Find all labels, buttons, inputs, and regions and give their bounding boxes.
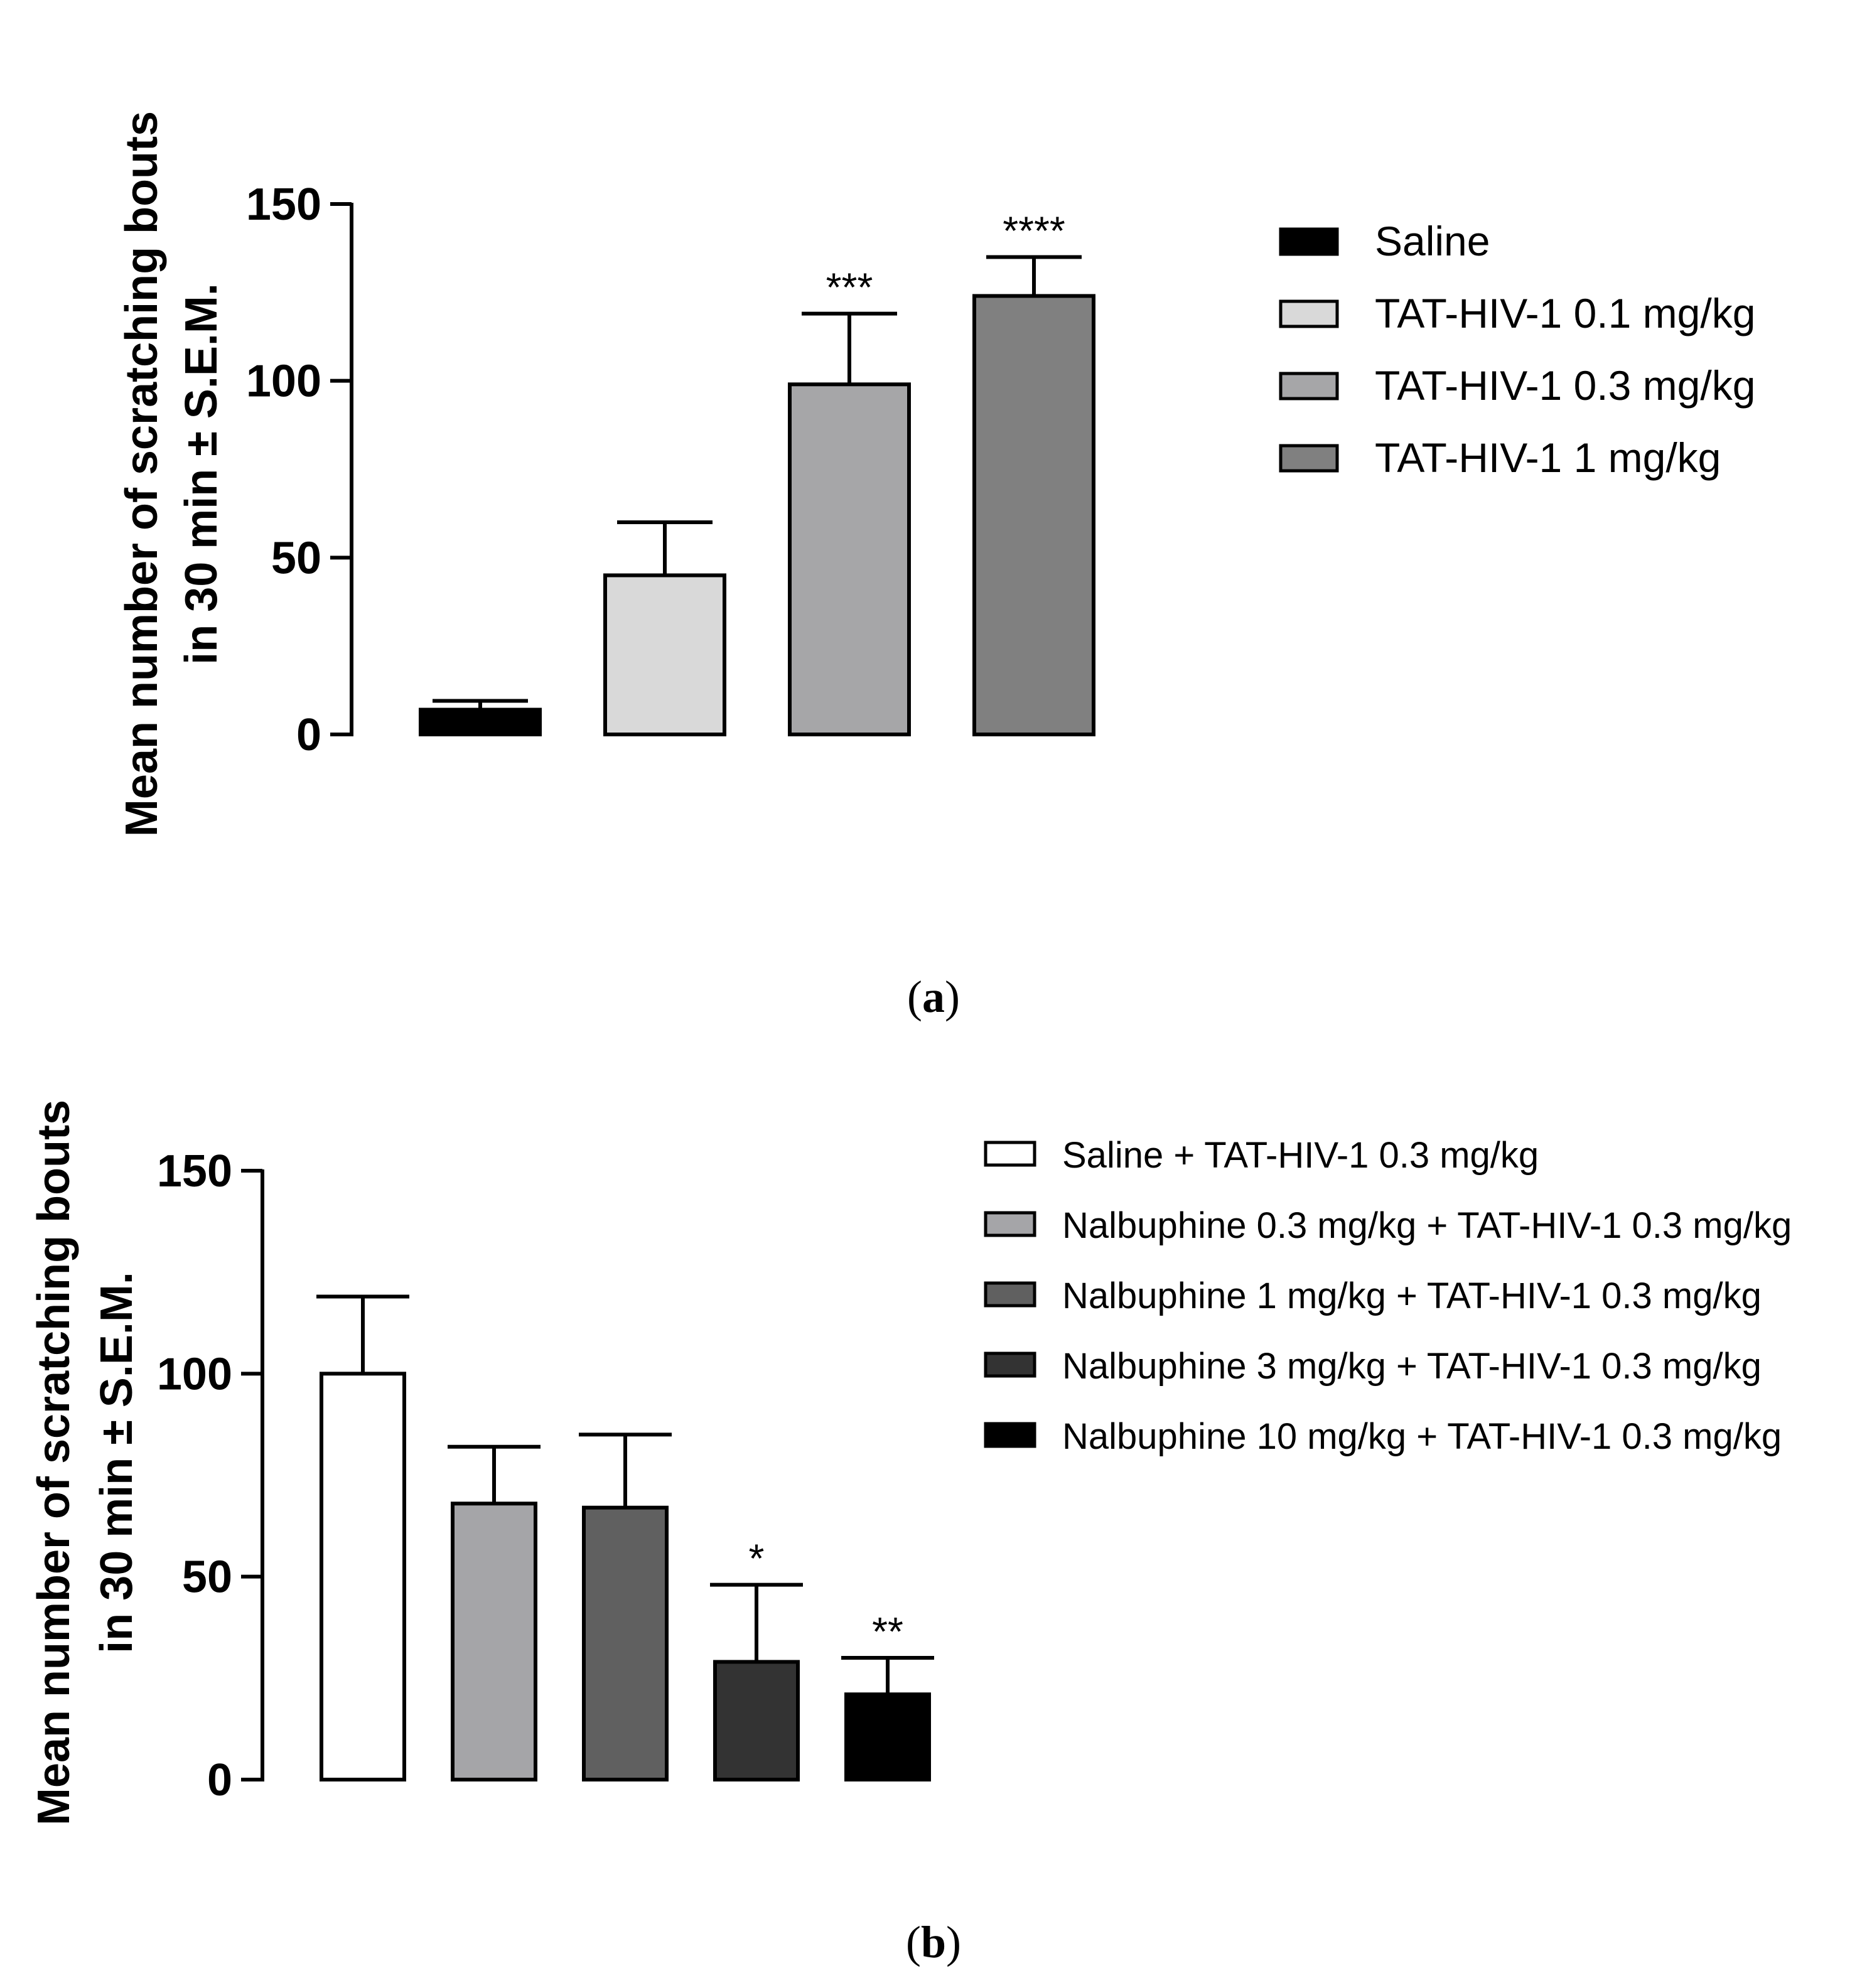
panel-a-legend-swatch <box>1279 372 1339 400</box>
panel-a-legend: Saline TAT-HIV-1 0.1 mg/kg TAT-HIV-1 0.3 m… <box>1279 218 1755 481</box>
panel-b-bar <box>713 1660 800 1781</box>
panel-a-bar <box>972 294 1095 736</box>
panel-b-bar <box>582 1505 669 1782</box>
panel-a-legend-swatch <box>1279 444 1339 473</box>
panel-a-bars: ******* <box>419 208 1095 736</box>
panel-b-chart: Mean number of scratching bouts in 30 mi… <box>29 1100 1792 1967</box>
panel-a-legend-swatch <box>1279 227 1339 256</box>
panel-a-significance-label: *** <box>826 265 873 310</box>
panel-a-legend-label: TAT-HIV-1 0.1 mg/kg <box>1375 290 1755 336</box>
panel-b-y-tick-label: 50 <box>182 1552 232 1603</box>
panel-a-bar <box>788 382 911 736</box>
panel-b-y-tick-label: 100 <box>157 1349 232 1399</box>
panel-a-ylabel-line2: in 30 min ± S.E.M. <box>176 283 227 665</box>
panel-a-y-tick-label: 150 <box>246 180 321 230</box>
panel-a-chart: Mean number of scratching bouts in 30 mi… <box>117 111 1755 1022</box>
panel-b-significance-label: ** <box>872 1609 903 1654</box>
panel-b-caption: (b) <box>906 1917 961 1967</box>
panel-a-y-tick-label: 50 <box>271 533 321 583</box>
panel-b-legend-label: Nalbuphine 3 mg/kg + TAT-HIV-1 0.3 mg/kg <box>1062 1346 1762 1387</box>
panel-a-significance-label: **** <box>1003 208 1065 254</box>
panel-b-significance-label: * <box>749 1536 765 1581</box>
panel-b-ylabel-line1: Mean number of scratching bouts <box>29 1100 79 1825</box>
panel-b-legend-swatch <box>984 1211 1036 1237</box>
panel-a-y-tick-label: 0 <box>296 710 321 760</box>
panel-b-bar <box>844 1692 931 1781</box>
panel-a-bar <box>419 707 542 736</box>
panel-a-legend-swatch <box>1279 299 1339 328</box>
panel-a-ylabel-line1: Mean number of scratching bouts <box>117 111 167 837</box>
panel-b-legend-swatch <box>984 1281 1036 1308</box>
panel-b-y-tick-label: 0 <box>207 1755 232 1805</box>
panel-b-ylabel-line2: in 30 min ± S.E.M. <box>92 1272 142 1653</box>
panel-b-legend-label: Saline + TAT-HIV-1 0.3 mg/kg <box>1062 1135 1539 1176</box>
panel-a-y-tick-label: 100 <box>246 357 321 407</box>
panel-b-y-axis: 0 50 100 150 <box>157 1146 264 1805</box>
panel-b-legend-swatch <box>984 1351 1036 1378</box>
panel-b-legend-label: Nalbuphine 0.3 mg/kg + TAT-HIV-1 0.3 mg/… <box>1062 1205 1792 1246</box>
panel-b-bars: *** <box>316 1294 934 1782</box>
panel-a-caption: (a) <box>907 972 960 1022</box>
panel-b-legend-swatch <box>984 1141 1036 1167</box>
panel-a-y-axis: 0 50 100 150 <box>246 180 353 760</box>
panel-b-bar <box>320 1372 406 1781</box>
panel-a-bar <box>603 573 726 736</box>
panel-a-legend-label: TAT-HIV-1 1 mg/kg <box>1375 434 1721 481</box>
panel-b-legend-swatch <box>984 1422 1036 1448</box>
panel-a-legend-label: Saline <box>1375 218 1490 264</box>
panel-b-bar <box>451 1502 537 1781</box>
panel-a-legend-label: TAT-HIV-1 0.3 mg/kg <box>1375 362 1755 409</box>
panel-b-y-tick-label: 150 <box>157 1146 232 1196</box>
panel-b-legend: Saline + TAT-HIV-1 0.3 mg/kg Nalbuphine 0… <box>984 1135 1792 1457</box>
panel-b-legend-label: Nalbuphine 1 mg/kg + TAT-HIV-1 0.3 mg/kg <box>1062 1276 1762 1316</box>
panel-b-legend-label: Nalbuphine 10 mg/kg + TAT-HIV-1 0.3 mg/k… <box>1062 1416 1782 1457</box>
